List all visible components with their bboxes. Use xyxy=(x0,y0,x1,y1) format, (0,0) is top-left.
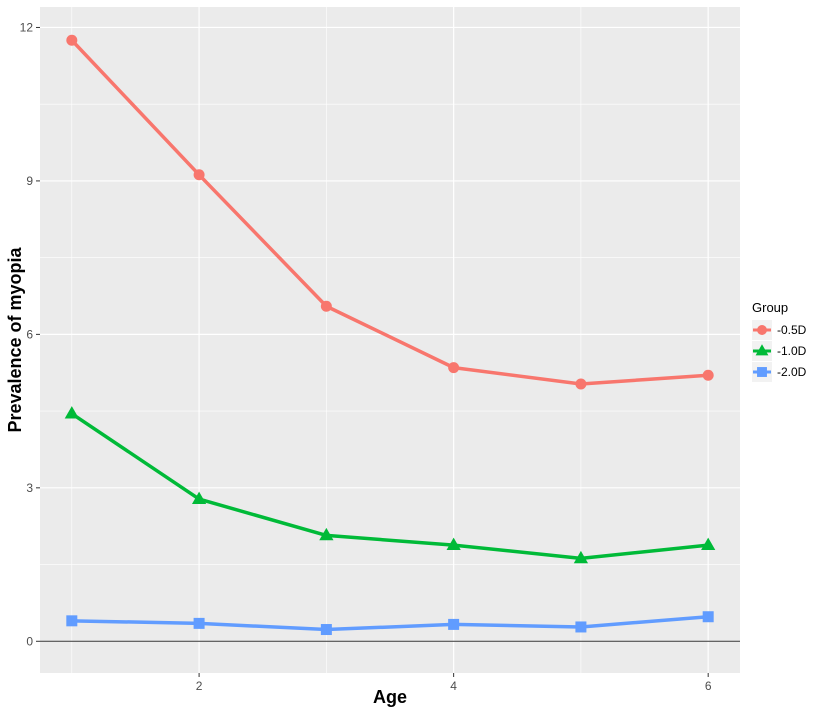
legend-title: Group xyxy=(752,300,788,315)
data-point xyxy=(575,621,587,633)
legend-key-marker xyxy=(757,325,767,335)
data-point xyxy=(320,300,332,312)
x-axis-ticks: 2 4 6 xyxy=(196,673,712,693)
series-line xyxy=(70,411,710,561)
data-point xyxy=(320,624,332,636)
x-tick-label: 6 xyxy=(705,679,712,693)
series-line xyxy=(70,614,710,632)
data-point xyxy=(191,491,207,504)
y-axis-title: Prevalence of myopia xyxy=(5,246,25,432)
grid-lines xyxy=(40,7,740,673)
x-tick-label: 2 xyxy=(196,679,203,693)
legend-item-2: -1.0D xyxy=(752,341,807,361)
series-2 xyxy=(64,406,716,564)
data-point xyxy=(66,34,78,46)
legend-key-marker xyxy=(755,344,769,356)
y-tick-label: 12 xyxy=(20,20,34,34)
legend-item-3: -2.0D xyxy=(752,362,807,382)
legend: Group -0.5D -1.0D -2.0D xyxy=(752,300,807,382)
data-point xyxy=(193,169,205,181)
data-point xyxy=(702,369,714,381)
legend-label: -1.0D xyxy=(777,344,807,358)
data-point xyxy=(575,378,587,390)
data-point xyxy=(573,550,589,564)
series-line xyxy=(70,38,710,386)
data-point xyxy=(448,362,460,374)
legend-item-1: -0.5D xyxy=(752,320,807,340)
x-axis-title: Age xyxy=(373,687,407,707)
series-1 xyxy=(66,34,714,390)
data-point xyxy=(701,537,716,550)
data-point xyxy=(193,617,205,629)
series-3 xyxy=(66,611,714,636)
data-point xyxy=(446,537,461,550)
y-tick-label: 3 xyxy=(26,481,33,495)
data-point xyxy=(64,406,79,419)
data-point xyxy=(448,618,460,630)
plot-panel xyxy=(40,7,740,673)
y-axis-ticks: 0 3 6 9 12 xyxy=(20,20,40,648)
legend-label: -0.5D xyxy=(777,323,807,337)
x-tick-label: 4 xyxy=(450,679,457,693)
legend-key-marker xyxy=(757,367,767,377)
series-layer xyxy=(64,34,716,636)
data-point xyxy=(702,611,714,623)
legend-label: -2.0D xyxy=(777,365,807,379)
data-point xyxy=(319,527,334,541)
y-tick-label: 6 xyxy=(26,327,33,341)
data-point xyxy=(66,615,78,627)
y-tick-label: 9 xyxy=(26,174,33,188)
y-tick-label: 0 xyxy=(26,634,33,648)
